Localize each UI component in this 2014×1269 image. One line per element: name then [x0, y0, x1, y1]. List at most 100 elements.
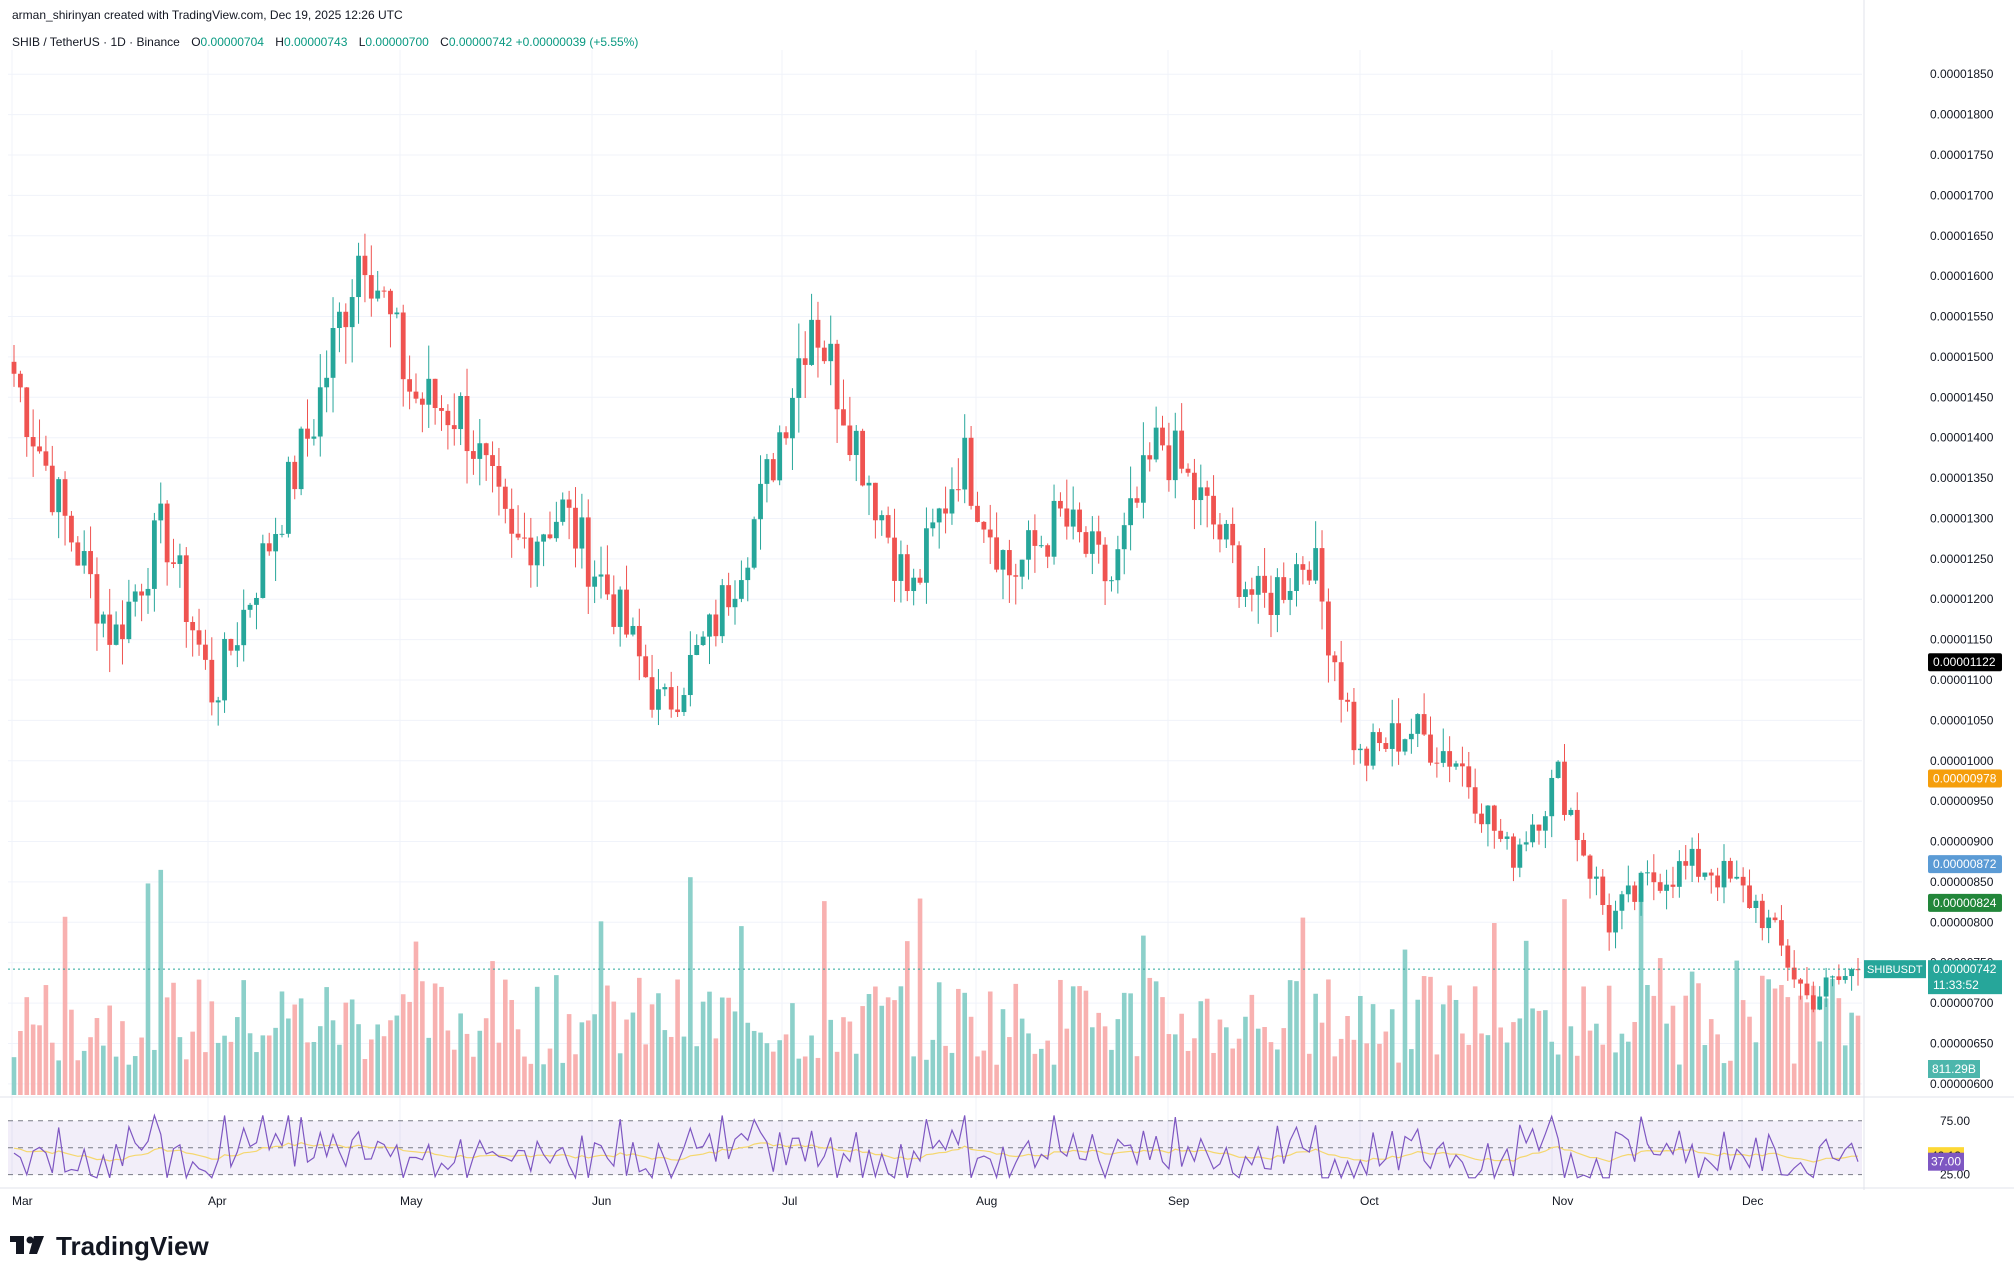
volume-bar [783, 1034, 789, 1095]
volume-bar [1791, 1063, 1797, 1095]
candle-body [834, 343, 840, 410]
volume-bar [132, 1056, 138, 1095]
candle-body [260, 543, 266, 598]
candle-body [879, 515, 885, 521]
symbol-tag: SHIBUSDT [1867, 964, 1923, 976]
candle-body [1032, 530, 1038, 546]
rsi-value-label-bg [1928, 1152, 1964, 1171]
volume-bar [1492, 923, 1497, 1095]
tradingview-brand[interactable]: TradingView [10, 1231, 209, 1262]
volume-bar [1587, 1030, 1593, 1095]
candle-body [649, 677, 655, 710]
volume-bar [898, 986, 904, 1095]
candle-body [1319, 548, 1325, 602]
volume-bar [1255, 1028, 1261, 1095]
volume-bar [120, 1021, 125, 1095]
candle-body [1498, 830, 1504, 839]
volume-bar [183, 1059, 189, 1095]
candle-body [1581, 840, 1587, 856]
candle-body [1798, 979, 1803, 984]
candle-body [1217, 524, 1223, 540]
volume-bar [1625, 1041, 1631, 1095]
rsi-value-label: 37.00 [1928, 1152, 1964, 1171]
volume-bar [37, 1025, 42, 1095]
volume-bar [235, 1017, 240, 1095]
candle-body [1428, 734, 1433, 763]
candle-body [1274, 577, 1280, 615]
rsi-level-label: 25.00 [1940, 1168, 1970, 1182]
candle-body [426, 378, 432, 405]
volume-bar [662, 1030, 668, 1095]
candle-body [451, 425, 457, 430]
volume-bar [1779, 984, 1784, 1095]
candle-body [668, 687, 674, 710]
volume-bar [509, 999, 514, 1095]
volume-bar [1179, 1013, 1184, 1095]
volume-bar [1696, 983, 1701, 1095]
volume-bar [1230, 1048, 1235, 1095]
volume-bar [1798, 995, 1803, 1095]
volume-bar [254, 1052, 259, 1095]
volume-bar [1007, 1037, 1012, 1095]
volume-bar [381, 1036, 387, 1095]
candle-body [1160, 427, 1165, 446]
volume-bar [1766, 979, 1771, 1095]
candle-body [298, 428, 304, 490]
candle-body [151, 520, 157, 589]
candle-body [1370, 732, 1376, 766]
volume-bar [1734, 960, 1740, 1095]
candle-body [183, 555, 189, 622]
candle-body [502, 486, 508, 509]
candle-body [1721, 860, 1727, 888]
volume-bar [1115, 1019, 1121, 1095]
volume-bar [1236, 1038, 1242, 1095]
ma-label-bg [1928, 893, 2002, 912]
price-tick-label: 0.00001300 [1930, 511, 1994, 525]
price-tick-label: 0.00001050 [1930, 713, 1994, 727]
volume-bar [1370, 1004, 1376, 1095]
time-tick-label: Dec [1742, 1194, 1763, 1208]
countdown-text: 11:33:52 [1933, 978, 1979, 992]
ma-label-bg [1928, 855, 2002, 874]
candle-body [1402, 739, 1408, 752]
candle-body [247, 604, 253, 610]
candle-body [1408, 733, 1414, 740]
candle-body [1096, 531, 1102, 545]
candle-body [1313, 548, 1319, 581]
volume-bar [1785, 997, 1791, 1095]
candle-body [1466, 766, 1472, 788]
volume-bar [1172, 1034, 1178, 1095]
volume-bar [388, 1020, 393, 1095]
volume-bar [1428, 976, 1433, 1095]
volume-bar [1351, 1039, 1357, 1095]
volume-bar [1345, 1015, 1350, 1095]
volume-bar [1498, 1027, 1503, 1095]
volume-bar [1147, 977, 1153, 1095]
volume-bar [1728, 1060, 1733, 1095]
candle-body [1715, 875, 1721, 888]
symbol-title[interactable]: SHIB / TetherUS · 1D · Binance [12, 35, 180, 49]
volume-bar [30, 1024, 36, 1095]
time-tick-label: Jul [782, 1194, 797, 1208]
price-change: +0.00000039 (+5.55%) [515, 35, 639, 49]
time-tick-label: Oct [1360, 1194, 1379, 1208]
volume-bar [1683, 995, 1689, 1095]
candle-body [675, 709, 680, 713]
candle-body [968, 437, 974, 506]
candle-body [56, 479, 62, 513]
candle-body [1785, 945, 1791, 968]
candle-body [911, 577, 917, 592]
volume-bar [190, 1031, 195, 1095]
time-tick-label: May [400, 1194, 423, 1208]
volume-bar [1217, 1019, 1223, 1095]
price-tick-label: 0.00001400 [1930, 431, 1994, 445]
candle-body [1619, 894, 1625, 911]
candle-body [1230, 523, 1236, 546]
volume-bar [311, 1042, 317, 1095]
candle-body [432, 378, 438, 409]
volume-bar [203, 1052, 208, 1095]
price-tick-label: 0.00001450 [1930, 390, 1994, 404]
candle-body [458, 395, 464, 430]
candle-body [1243, 589, 1248, 597]
